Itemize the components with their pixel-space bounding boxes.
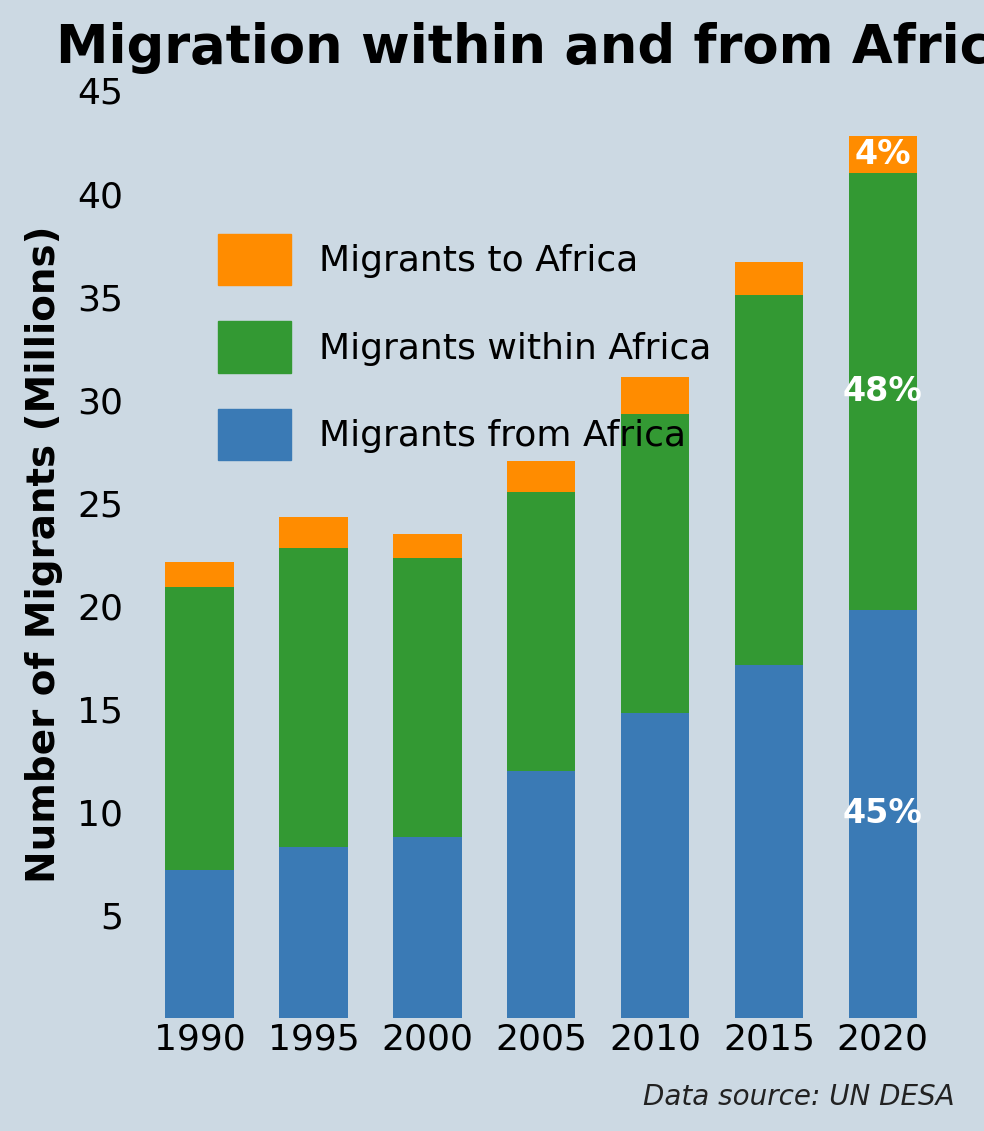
Bar	[279, 517, 347, 549]
Bar	[621, 377, 689, 414]
Bar	[735, 665, 803, 1018]
Bar	[507, 461, 576, 492]
Bar	[848, 610, 917, 1018]
Bar	[279, 847, 347, 1018]
Bar	[279, 549, 347, 847]
Legend: Migrants to Africa, Migrants within Africa, Migrants from Africa: Migrants to Africa, Migrants within Afri…	[204, 219, 726, 474]
Text: 4%: 4%	[854, 138, 911, 171]
Bar	[735, 261, 803, 294]
Bar	[621, 414, 689, 713]
Bar	[621, 713, 689, 1018]
Bar	[507, 492, 576, 770]
Bar	[735, 294, 803, 665]
Bar	[165, 562, 234, 587]
Bar	[165, 870, 234, 1018]
Y-axis label: Number of Migrants (Millions): Number of Migrants (Millions)	[26, 225, 63, 883]
Title: Migration within and from Africa: Migration within and from Africa	[56, 21, 984, 74]
Bar	[394, 837, 461, 1018]
Bar	[165, 587, 234, 870]
Text: 45%: 45%	[843, 797, 923, 830]
Text: Data source: UN DESA: Data source: UN DESA	[643, 1082, 954, 1111]
Bar	[848, 136, 917, 173]
Bar	[848, 173, 917, 610]
Bar	[394, 559, 461, 837]
Bar	[507, 770, 576, 1018]
Text: 48%: 48%	[843, 374, 923, 408]
Bar	[394, 534, 461, 559]
